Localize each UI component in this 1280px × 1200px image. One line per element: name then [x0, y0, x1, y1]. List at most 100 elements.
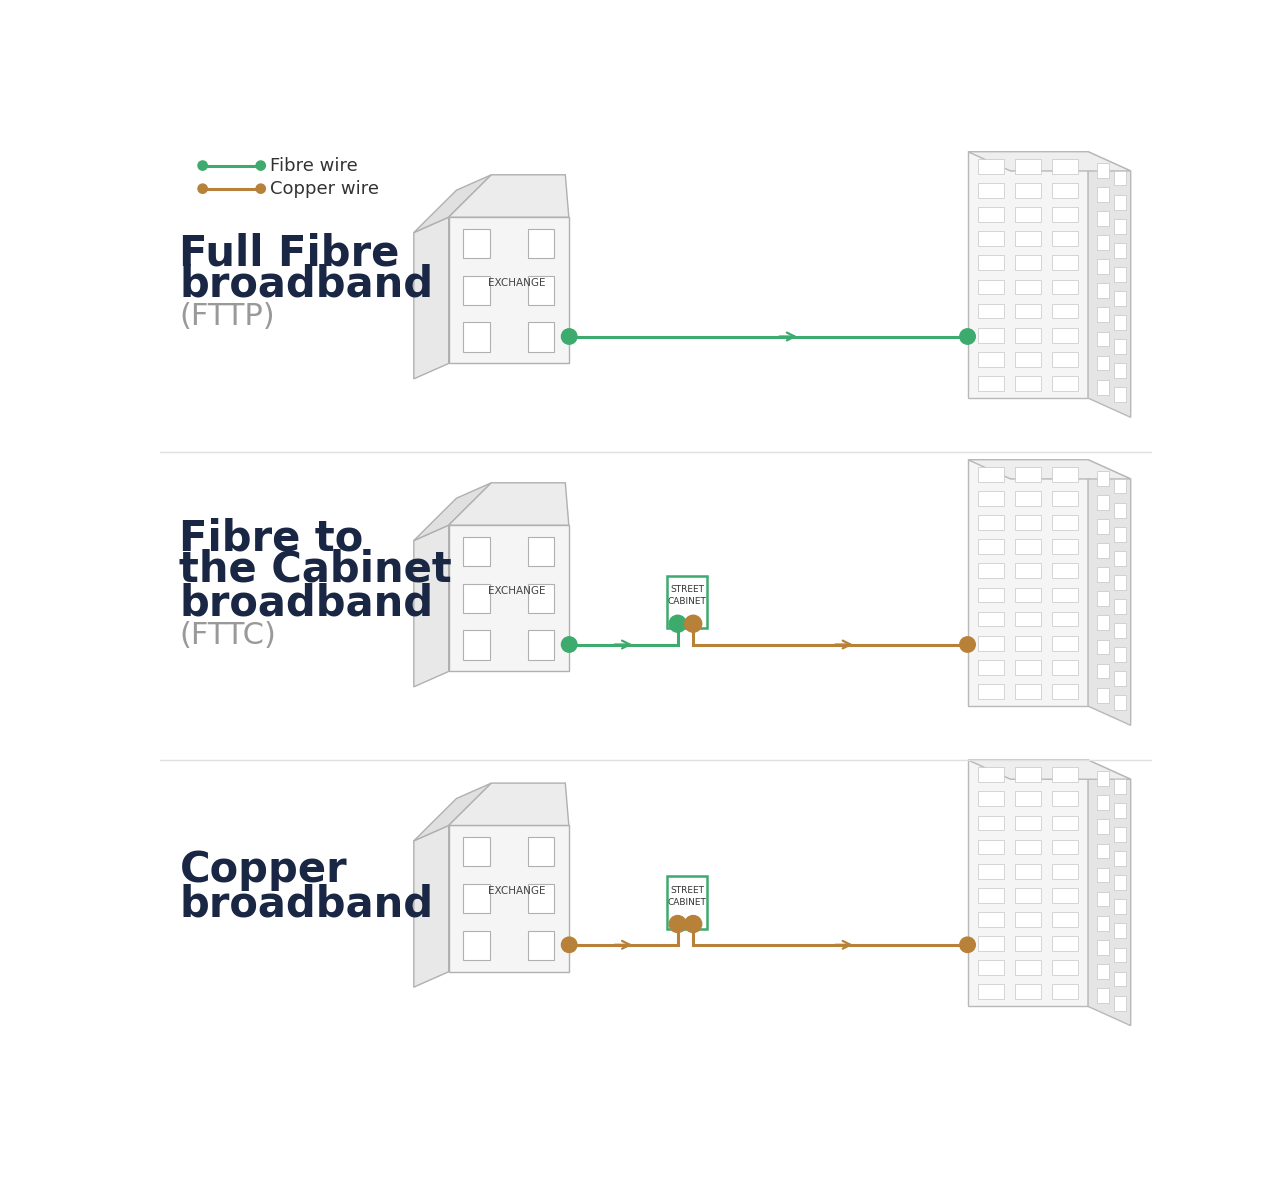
Bar — [1052, 864, 1079, 878]
Bar — [1015, 352, 1041, 367]
Bar — [978, 232, 1004, 246]
Bar — [978, 816, 1004, 830]
Bar — [1015, 612, 1041, 626]
Bar — [1097, 568, 1108, 582]
Bar — [968, 760, 1088, 1007]
Bar — [1097, 868, 1108, 882]
Bar — [978, 256, 1004, 270]
Bar — [1015, 660, 1041, 674]
Bar — [1097, 211, 1108, 226]
Bar — [1114, 948, 1125, 962]
Bar — [978, 936, 1004, 950]
Bar — [1052, 564, 1079, 578]
Bar — [463, 931, 489, 960]
Circle shape — [685, 916, 701, 932]
Bar — [968, 151, 1088, 398]
Bar — [1114, 364, 1125, 378]
Circle shape — [685, 616, 701, 632]
Circle shape — [960, 637, 975, 653]
Circle shape — [960, 937, 975, 953]
Bar — [978, 328, 1004, 342]
Bar — [667, 876, 707, 929]
Bar — [527, 536, 554, 566]
Polygon shape — [449, 175, 568, 217]
Bar — [449, 217, 568, 364]
Bar — [1097, 844, 1108, 858]
Bar — [978, 912, 1004, 926]
Bar — [978, 515, 1004, 530]
Circle shape — [960, 329, 975, 344]
Bar — [1097, 544, 1108, 558]
Bar — [978, 376, 1004, 391]
Circle shape — [256, 184, 265, 193]
Bar — [978, 984, 1004, 1000]
Text: the Cabinet: the Cabinet — [179, 548, 452, 590]
Polygon shape — [413, 217, 449, 379]
Bar — [1015, 491, 1041, 506]
Bar — [1097, 964, 1108, 979]
Text: EXCHANGE: EXCHANGE — [488, 886, 545, 896]
Bar — [1052, 232, 1079, 246]
Bar — [527, 884, 554, 913]
Bar — [463, 583, 489, 613]
Bar — [1097, 688, 1108, 702]
Bar — [1097, 496, 1108, 510]
Bar — [463, 276, 489, 305]
Bar — [1052, 684, 1079, 698]
Bar — [527, 583, 554, 613]
Bar — [1052, 208, 1079, 222]
Bar — [1097, 616, 1108, 630]
Bar — [1097, 892, 1108, 906]
Circle shape — [669, 916, 686, 932]
Bar — [1015, 328, 1041, 342]
Bar — [1052, 539, 1079, 554]
Bar — [1114, 170, 1125, 186]
Bar — [1015, 467, 1041, 482]
Polygon shape — [1088, 460, 1130, 725]
Bar — [1015, 636, 1041, 650]
Bar — [1097, 235, 1108, 250]
Bar — [463, 630, 489, 660]
Bar — [978, 539, 1004, 554]
Bar — [463, 229, 489, 258]
Bar — [449, 826, 568, 972]
Bar — [1114, 292, 1125, 306]
Polygon shape — [413, 526, 449, 686]
Bar — [1052, 888, 1079, 902]
Bar — [449, 526, 568, 672]
Bar — [1052, 660, 1079, 674]
Bar — [1052, 376, 1079, 391]
Bar — [1097, 163, 1108, 178]
Bar — [1052, 840, 1079, 854]
Polygon shape — [1088, 151, 1130, 418]
Bar — [1114, 503, 1125, 517]
Polygon shape — [413, 784, 492, 841]
Bar — [978, 564, 1004, 578]
Bar — [1114, 218, 1125, 234]
Text: (FTTC): (FTTC) — [179, 622, 276, 650]
Bar — [1114, 575, 1125, 589]
Bar — [1052, 304, 1079, 318]
Bar — [527, 838, 554, 866]
Bar — [1097, 355, 1108, 371]
Bar — [1015, 864, 1041, 878]
Bar — [1015, 256, 1041, 270]
Bar — [1114, 551, 1125, 565]
Bar — [1052, 588, 1079, 602]
Bar — [1097, 640, 1108, 654]
Text: Fibre wire: Fibre wire — [270, 156, 358, 174]
Bar — [1052, 467, 1079, 482]
Bar — [463, 884, 489, 913]
Bar — [978, 660, 1004, 674]
Bar — [1097, 988, 1108, 1003]
Bar — [978, 208, 1004, 222]
Bar — [1015, 588, 1041, 602]
Bar — [1114, 316, 1125, 330]
Bar — [1114, 779, 1125, 793]
Bar — [1097, 307, 1108, 323]
Text: EXCHANGE: EXCHANGE — [488, 586, 545, 595]
Bar — [1097, 592, 1108, 606]
Bar — [1114, 388, 1125, 402]
Circle shape — [198, 184, 207, 193]
Polygon shape — [449, 482, 568, 526]
